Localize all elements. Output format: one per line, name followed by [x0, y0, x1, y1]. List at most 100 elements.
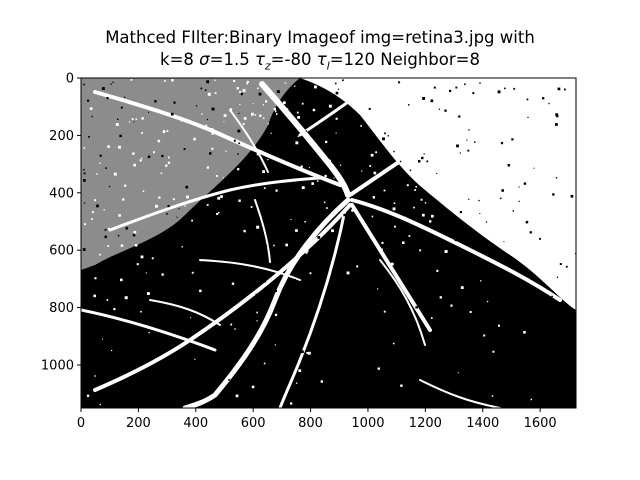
y-tick-label: 800	[49, 301, 74, 316]
speckle-dot	[274, 335, 278, 339]
speckle-dot	[355, 103, 358, 106]
speckle-dot	[167, 161, 171, 164]
speckle-dot	[486, 293, 489, 296]
speckle-dot	[507, 164, 511, 167]
speckle-dot	[431, 214, 434, 218]
speckle-dot	[438, 108, 441, 110]
x-tick-label: 1600	[524, 416, 557, 431]
speckle-dot	[379, 113, 382, 116]
speckle-dot	[83, 202, 86, 204]
speckle-dot	[335, 132, 337, 134]
speckle-dot	[104, 228, 107, 231]
speckle-dot	[373, 171, 377, 175]
vessel-upper-left	[93, 90, 342, 187]
speckle-dot	[192, 297, 196, 301]
speckle-dot	[276, 113, 278, 115]
speckle-dot	[133, 230, 137, 234]
speckle-dot	[414, 189, 417, 191]
speckle-dot	[120, 106, 123, 109]
speckle-dot	[133, 163, 136, 167]
x-tick-label: 600	[241, 416, 266, 431]
speckle-dot	[544, 343, 548, 347]
speckle-dot	[490, 188, 494, 192]
speckle-dot	[415, 186, 417, 188]
speckle-dot	[113, 172, 117, 176]
speckle-dot	[176, 216, 178, 218]
x-tick-label: 400	[183, 416, 208, 431]
speckle-dot	[392, 298, 395, 300]
vessel-thin-1	[199, 259, 301, 281]
speckle-dot	[376, 290, 379, 292]
speckle-dot	[456, 144, 459, 148]
speckle-dot	[482, 330, 485, 333]
speckle-dot	[191, 219, 193, 222]
speckle-dot	[94, 199, 96, 202]
speckle-dot	[145, 272, 147, 274]
speckle-dot	[83, 147, 86, 149]
speckle-dot	[479, 213, 481, 214]
speckle-dot	[436, 172, 438, 174]
speckle-dot	[561, 281, 565, 284]
speckle-dot	[236, 87, 239, 90]
y-tick-label: 400	[49, 186, 74, 201]
binary-image	[81, 78, 576, 408]
speckle-dot	[304, 221, 306, 223]
speckle-dot	[550, 98, 553, 100]
speckle-dot	[316, 257, 320, 260]
speckle-dot	[103, 335, 106, 338]
speckle-dot	[573, 115, 576, 118]
speckle-dot	[515, 292, 517, 294]
speckle-dot	[392, 207, 396, 211]
speckle-dot	[457, 372, 459, 374]
speckle-dot	[529, 139, 531, 142]
speckle-dot	[548, 102, 550, 105]
speckle-dot	[513, 223, 517, 227]
speckle-dot	[527, 116, 529, 118]
speckle-dot	[486, 300, 489, 303]
speckle-dot	[390, 262, 394, 266]
vessel-arc-left	[108, 176, 322, 232]
speckle-dot	[216, 212, 219, 215]
speckle-dot	[439, 79, 441, 81]
speckle-dot	[523, 331, 526, 334]
speckle-dot	[421, 304, 424, 307]
speckle-dot	[508, 197, 512, 201]
speckle-dot	[393, 202, 396, 204]
speckle-dot	[500, 309, 503, 312]
speckle-dot	[564, 142, 568, 146]
speckle-noise	[81, 78, 576, 408]
speckle-dot	[548, 137, 551, 140]
speckle-dot	[306, 249, 309, 252]
speckle-dot	[399, 160, 402, 163]
speckle-dot	[262, 170, 265, 173]
speckle-dot	[454, 188, 456, 190]
speckle-dot	[539, 201, 542, 203]
speckle-dot	[225, 232, 229, 235]
speckle-dot	[358, 253, 361, 256]
speckle-dot	[469, 311, 472, 313]
speckle-dot	[403, 82, 406, 85]
speckle-dot	[274, 289, 277, 292]
speckle-dot	[355, 112, 357, 114]
title-tau-z-symbol: τ	[254, 50, 265, 69]
speckle-dot	[147, 292, 150, 295]
speckle-dot	[462, 170, 465, 174]
speckle-dot	[106, 299, 109, 301]
speckle-dot	[324, 174, 327, 178]
speckle-dot	[533, 189, 536, 192]
speckle-dot	[94, 277, 97, 280]
speckle-dot	[229, 108, 233, 111]
speckle-dot	[209, 152, 212, 155]
speckle-dot	[479, 82, 481, 84]
speckle-dot	[529, 85, 532, 88]
y-tick-label: 1000	[41, 358, 74, 373]
vessel-right-up	[348, 103, 512, 197]
speckle-dot	[394, 354, 397, 358]
speckle-dot	[444, 250, 448, 253]
speckle-dot	[470, 95, 472, 98]
speckle-dot	[380, 248, 383, 251]
speckle-dot	[282, 101, 286, 105]
speckle-dot	[450, 304, 453, 307]
speckle-dot	[177, 265, 180, 268]
speckle-dot	[476, 155, 479, 158]
